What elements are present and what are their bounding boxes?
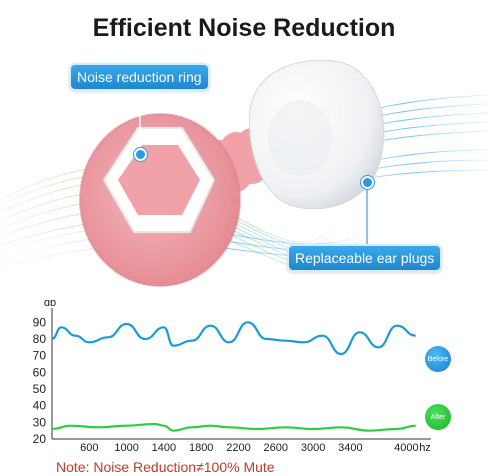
y-tick-label: 40 <box>33 399 47 413</box>
after-badge: After <box>425 404 451 430</box>
x-tick-label: 1800 <box>189 442 213 454</box>
note-text: Note: Noise Reduction≠100% Mute <box>56 459 275 475</box>
x-tick-label: 4000 <box>394 442 418 454</box>
y-tick-label: 30 <box>33 415 47 429</box>
x-tick-label: 600 <box>80 442 98 454</box>
x-axis-unit: hz <box>419 442 431 454</box>
noise-chart: db 20 30 40 50 60 70 80 90 600 1000 1400 1800 2200 260… <box>33 300 431 454</box>
replaceable-ear-plugs-label: Replaceable ear plugs <box>287 244 443 272</box>
x-tick-label: 2600 <box>264 442 288 454</box>
y-tick-label: 50 <box>33 382 47 396</box>
earplug-illustration <box>0 59 488 287</box>
y-tick-label: 70 <box>33 349 47 363</box>
series-line-after <box>51 422 416 432</box>
ear-plug-pointer-dot <box>361 176 374 189</box>
ring-pointer-dot <box>134 148 147 161</box>
y-axis-label: db <box>44 300 56 309</box>
x-tick-label: 2200 <box>226 442 250 454</box>
y-tick-label: 20 <box>33 432 47 446</box>
page-title: Efficient Noise Reduction <box>92 14 396 42</box>
y-tick-label: 80 <box>33 332 47 346</box>
series-line-before <box>51 321 416 356</box>
before-badge: Before <box>425 346 451 372</box>
y-tick-label: 90 <box>33 315 47 329</box>
y-tick-label: 60 <box>33 365 47 379</box>
x-tick-label: 1000 <box>114 442 138 454</box>
x-tick-label: 3400 <box>338 442 362 454</box>
x-tick-label: 1400 <box>152 442 176 454</box>
x-tick-label: 3000 <box>301 442 325 454</box>
noise-reduction-ring-label: Noise reduction ring <box>69 63 210 91</box>
